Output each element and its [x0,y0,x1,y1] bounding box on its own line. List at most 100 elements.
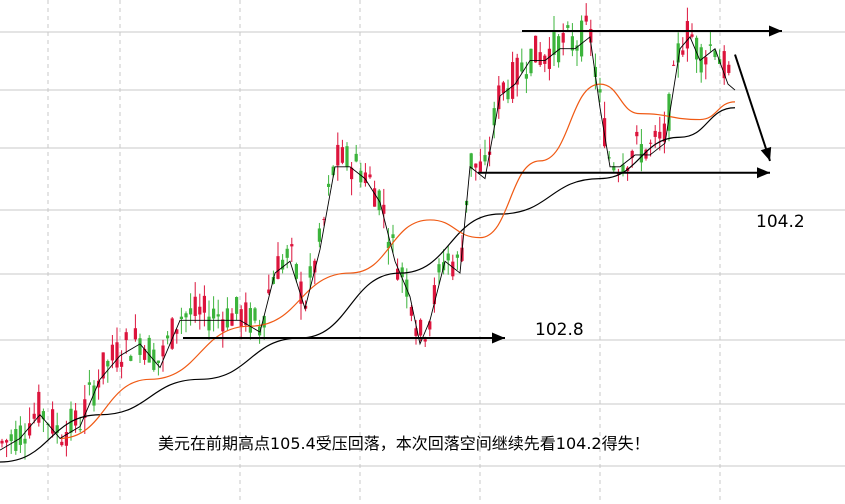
candle-body-109 [501,82,505,94]
candle-body-68 [313,260,317,273]
candle-body-125 [575,45,579,51]
candle-body-28 [129,355,133,361]
candle-body-15 [69,408,73,433]
candle-body-57 [262,316,266,328]
candle-body-23 [106,360,110,367]
candle-body-54 [248,308,252,333]
candle-body-49 [225,308,229,328]
candle-body-91 [419,319,423,336]
candle-body-18 [83,399,87,418]
candle-body-99 [455,254,459,258]
annotation-102-8: 102.8 [535,320,584,340]
candle-body-35 [161,345,165,357]
candle-body-26 [120,361,124,367]
candle-body-119 [547,48,551,69]
candle-body-60 [276,256,280,279]
candle-body-154 [708,44,712,46]
candle-body-121 [557,36,561,63]
candle-body-65 [299,281,303,304]
ma_short-line [0,107,736,463]
candle-body-8 [37,391,41,423]
candle-body-69 [317,228,321,242]
candle-body-72 [331,166,335,176]
candle-body-127 [584,15,588,22]
candle-body-24 [110,344,114,361]
candle-body-20 [92,385,96,406]
candle-body-75 [345,146,349,167]
candle-body-113 [520,62,524,72]
candle-body-19 [87,382,91,385]
candle-body-50 [230,313,234,326]
candle-body-151 [695,37,699,60]
candle-body-89 [409,307,413,316]
candle-body-138 [635,131,639,137]
candle-body-97 [446,253,450,261]
candle-body-38 [175,329,179,334]
candle-body-46 [212,308,216,319]
candle-body-61 [281,259,285,270]
candle-body-17 [78,429,82,431]
candle-body-36 [166,335,170,339]
candle-body-51 [235,297,239,314]
candle-body-70 [322,218,326,220]
candle-body-120 [552,30,556,55]
support_102_8-arrowhead [492,332,505,344]
candle-body-117 [538,52,542,65]
annotation-104-2: 104.2 [756,212,805,232]
candle-body-53 [244,302,248,326]
candle-body-62 [285,248,289,258]
candle-body-112 [515,57,519,85]
candle-body-146 [672,64,676,66]
candle-body-83 [382,204,386,214]
candle-body-149 [685,21,689,49]
candle-body-150 [690,34,694,37]
candle-body-44 [202,295,206,313]
candle-body-107 [492,108,496,126]
candle-body-153 [704,57,708,65]
moving-averages-layer [0,36,736,463]
candle-body-157 [722,51,726,79]
candle-body-37 [170,318,174,349]
candle-body-93 [428,321,432,330]
candle-body-110 [506,88,510,100]
candle-body-63 [290,244,294,247]
candle-body-25 [115,342,119,368]
candle-body-64 [294,264,298,279]
candle-body-41 [189,308,193,315]
candle-body-114 [524,74,528,79]
candle-body-80 [368,174,372,178]
candle-body-0 [0,440,4,444]
support_104_2-arrowhead [757,167,770,179]
candle-body-130 [598,89,602,93]
candle-body-43 [198,306,202,315]
chart-caption: 美元在前期高点105.4受压回落，本次回落空间继续先看104.2得失！ [158,434,650,453]
candle-body-47 [216,314,220,317]
candles-layer [0,3,731,460]
candle-body-81 [373,188,377,207]
candle-body-132 [607,157,611,159]
candle-body-5 [23,438,27,444]
candle-body-103 [474,163,478,168]
candle-body-55 [253,308,257,321]
candle-body-85 [391,234,395,238]
candle-body-139 [639,144,643,163]
candle-body-115 [529,48,533,74]
candle-body-22 [101,352,105,379]
candle-body-148 [681,50,685,55]
ma_mid-line [59,83,736,439]
candle-body-6 [28,423,32,436]
candle-body-4 [18,425,22,445]
candle-body-52 [239,309,243,328]
candle-body-104 [478,161,482,172]
candle-body-95 [437,264,441,273]
candle-body-141 [649,142,653,144]
candle-body-58 [267,289,271,294]
candle-body-131 [603,118,607,147]
candle-body-29 [133,328,137,340]
candle-body-76 [350,167,354,180]
candle-body-123 [566,25,570,28]
candle-body-92 [423,339,427,342]
candle-body-11 [51,409,55,434]
candle-body-31 [143,348,147,360]
